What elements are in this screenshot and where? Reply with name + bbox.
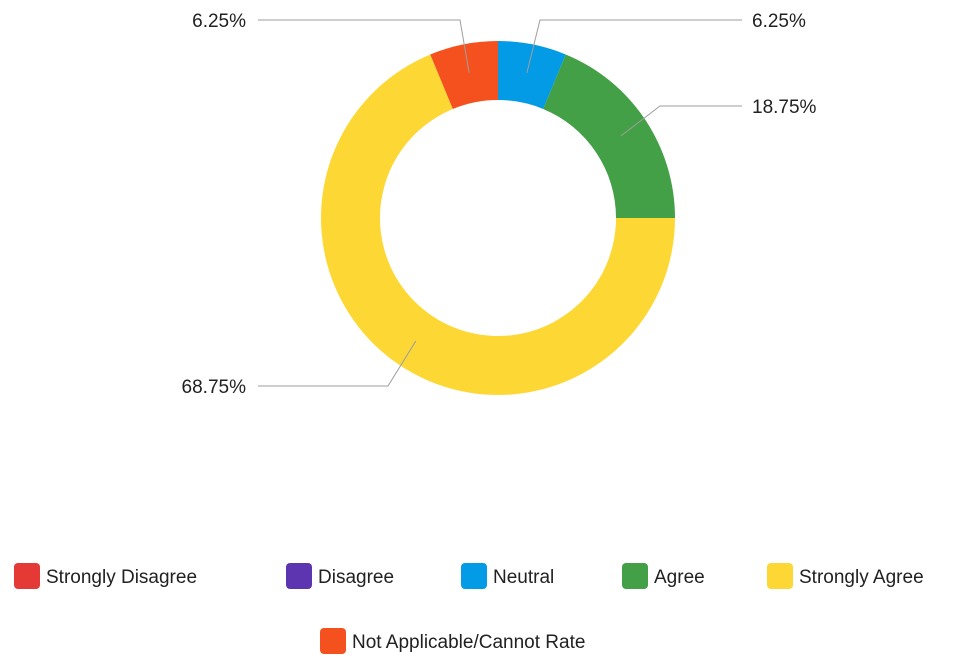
legend-label-neutral: Neutral <box>493 567 554 588</box>
legend-swatch-strongly-agree <box>767 563 793 589</box>
legend-item-not-applicable-cannot-rate[interactable]: Not Applicable/Cannot Rate <box>320 628 585 654</box>
legend-item-neutral[interactable]: Neutral <box>461 563 554 589</box>
legend-label-strongly-disagree: Strongly Disagree <box>46 567 197 588</box>
legend-label-agree: Agree <box>654 567 705 588</box>
legend-swatch-agree <box>622 563 648 589</box>
leader-lines-layer <box>258 19 742 387</box>
leader-line-strongly-agree <box>258 340 417 387</box>
data-label-strongly-agree: 68.75% <box>182 377 247 398</box>
data-labels-layer: 6.25% 18.75% 68.75% 6.25% <box>182 11 817 398</box>
legend-label-disagree: Disagree <box>318 567 394 588</box>
legend-label-not-applicable-cannot-rate: Not Applicable/Cannot Rate <box>352 632 585 653</box>
data-label-not-applicable-cannot-rate: 6.25% <box>192 11 246 32</box>
leader-line-not-applicable-cannot-rate <box>258 19 470 73</box>
slice-agree <box>543 54 675 218</box>
legend-swatch-disagree <box>286 563 312 589</box>
leader-line-agree <box>620 105 742 137</box>
legend-label-strongly-agree: Strongly Agree <box>799 567 924 588</box>
slice-neutral <box>498 41 566 109</box>
legend-swatch-strongly-disagree <box>14 563 40 589</box>
legend-item-agree[interactable]: Agree <box>622 563 705 589</box>
slices-layer <box>320 41 675 396</box>
legend-swatch-not-applicable-cannot-rate <box>320 628 346 654</box>
slice-strongly-agree <box>320 54 675 396</box>
legend-item-disagree[interactable]: Disagree <box>286 563 394 589</box>
legend-item-strongly-disagree[interactable]: Strongly Disagree <box>14 563 197 589</box>
data-label-neutral: 6.25% <box>752 11 806 32</box>
legend-item-strongly-agree[interactable]: Strongly Agree <box>767 563 924 589</box>
legend: Strongly Disagree Disagree Neutral Agree Str… <box>14 563 924 654</box>
leader-line-neutral <box>526 19 742 73</box>
slice-not-applicable-cannot-rate <box>430 41 498 109</box>
legend-swatch-neutral <box>461 563 487 589</box>
data-label-agree: 18.75% <box>752 97 817 118</box>
